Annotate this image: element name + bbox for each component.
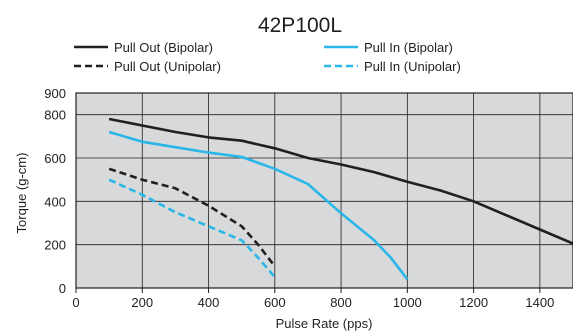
x-tick-label: 1000 [393, 295, 422, 310]
x-tick-label: 200 [131, 295, 153, 310]
legend-item: Pull In (Bipolar) [324, 40, 453, 55]
y-tick-label: 600 [44, 151, 66, 166]
x-tick-label: 0 [72, 295, 79, 310]
x-tick-label: 400 [198, 295, 220, 310]
y-tick-label: 900 [44, 86, 66, 101]
x-tick-label: 600 [264, 295, 286, 310]
chart-title: 42P100L [258, 14, 342, 37]
x-tick-label: 1200 [459, 295, 488, 310]
y-tick-label: 200 [44, 238, 66, 253]
series-pull-in-bipolar [108, 130, 409, 281]
legend-label: Pull In (Unipolar) [364, 59, 461, 74]
legend-label: Pull Out (Unipolar) [114, 59, 221, 74]
legend-item: Pull In (Unipolar) [324, 59, 461, 74]
y-tick-label: 800 [44, 108, 66, 123]
legend: Pull Out (Bipolar) Pull In (Bipolar) Pull … [74, 40, 461, 74]
legend-item: Pull Out (Bipolar) [74, 40, 213, 55]
y-tick-label: 0 [59, 281, 66, 296]
series-layer [108, 117, 573, 281]
series-pull-out-unipolar [108, 167, 276, 268]
y-axis-label: Torque (g-cm) [14, 153, 29, 234]
x-axis-ticks: 0 200 400 600 800 1000 1200 1400 [72, 288, 554, 310]
legend-item: Pull Out (Unipolar) [74, 59, 221, 74]
legend-label: Pull In (Bipolar) [364, 40, 453, 55]
series-pull-in-unipolar [108, 178, 276, 279]
y-tick-label: 400 [44, 194, 66, 209]
plot-area [76, 93, 573, 288]
x-axis-label: Pulse Rate (pps) [276, 316, 373, 331]
plot-frame [75, 92, 573, 289]
x-tick-label: 800 [330, 295, 352, 310]
legend-label: Pull Out (Bipolar) [114, 40, 213, 55]
y-axis-ticks: 0 200 400 600 800 900 [44, 86, 66, 296]
x-tick-label: 1400 [525, 295, 554, 310]
